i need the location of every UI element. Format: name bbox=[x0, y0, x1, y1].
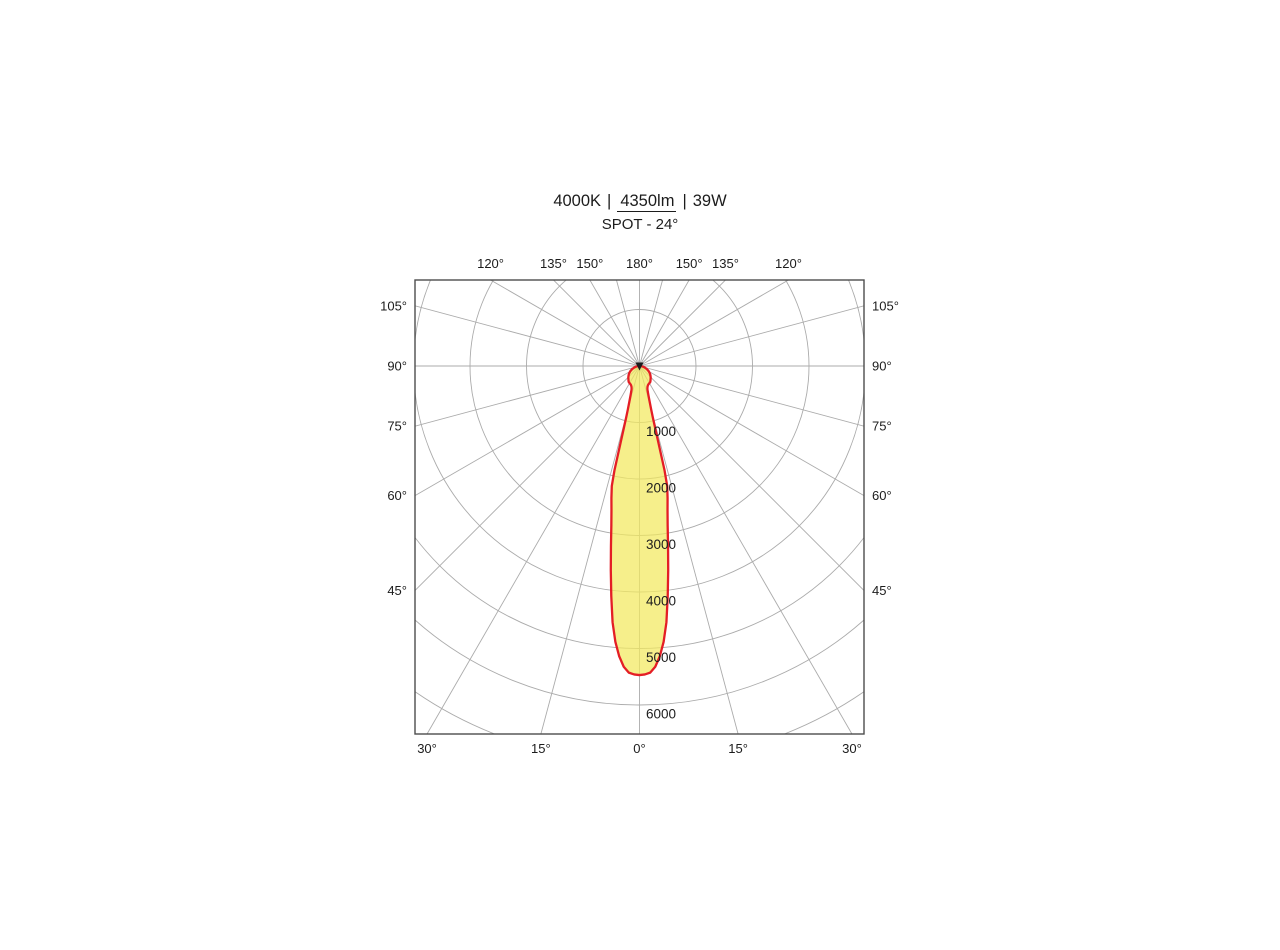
axis-label-top: 120° bbox=[477, 256, 504, 271]
grid-ray-30 bbox=[639, 365, 853, 734]
grid-ray-120 bbox=[639, 280, 790, 367]
title-cct: 4000K bbox=[553, 192, 602, 210]
radial-tick-label: 3000 bbox=[646, 537, 676, 552]
axis-label-left: 90° bbox=[387, 359, 407, 374]
axis-label-bottom: 0° bbox=[633, 741, 645, 756]
axis-label-top: 150° bbox=[576, 256, 603, 271]
grid-ray-225 bbox=[552, 280, 640, 367]
axis-label-right: 105° bbox=[872, 298, 899, 313]
grid-ray-150 bbox=[639, 280, 690, 367]
axis-label-top: 180° bbox=[626, 256, 653, 271]
chart-header: 4000K | 4350lm | 39W SPOT - 24° bbox=[0, 193, 1280, 232]
grid-ray-15 bbox=[639, 365, 739, 734]
radial-tick-label: 1000 bbox=[646, 424, 676, 439]
source-marker bbox=[635, 362, 644, 371]
axis-label-bottom: 30° bbox=[842, 741, 862, 756]
grid-ray-345 bbox=[540, 365, 640, 734]
axis-label-top: 120° bbox=[775, 256, 802, 271]
axis-label-top: 135° bbox=[712, 256, 739, 271]
axis-label-bottom: 30° bbox=[417, 741, 437, 756]
beam-subtitle: SPOT - 24° bbox=[601, 215, 679, 233]
grid-ray-255 bbox=[415, 305, 640, 367]
grid-ray-105 bbox=[639, 305, 864, 367]
axis-label-bottom: 15° bbox=[531, 741, 551, 756]
grid-ray-210 bbox=[589, 280, 640, 367]
grid-ray-195 bbox=[615, 280, 640, 367]
grid-ray-45 bbox=[639, 365, 864, 592]
radial-tick-labels: 1000 2000 3000 4000 5000 6000 bbox=[646, 424, 676, 722]
axis-label-top: 150° bbox=[676, 256, 703, 271]
axis-label-right: 90° bbox=[872, 359, 892, 374]
grid-ray-330 bbox=[426, 365, 640, 734]
grid-ray-300 bbox=[415, 365, 640, 497]
title-separator: | bbox=[682, 192, 687, 210]
axis-label-right: 75° bbox=[872, 419, 892, 434]
radial-tick-label: 6000 bbox=[646, 707, 676, 722]
title-separator: | bbox=[607, 192, 612, 210]
axis-label-left: 75° bbox=[387, 419, 407, 434]
axis-label-right: 60° bbox=[872, 488, 892, 503]
axis-label-left: 45° bbox=[387, 583, 407, 598]
axis-label-bottom: 15° bbox=[728, 741, 748, 756]
grid-ray-60 bbox=[639, 365, 864, 497]
title-lumens: 4350lm bbox=[617, 193, 677, 212]
grid-ray-135 bbox=[639, 280, 727, 367]
axis-label-left: 60° bbox=[387, 488, 407, 503]
axis-label-left: 105° bbox=[380, 298, 407, 313]
beam-intensity-curve bbox=[609, 364, 670, 677]
radial-tick-label: 2000 bbox=[646, 481, 676, 496]
radial-tick-label: 4000 bbox=[646, 594, 676, 609]
page-title: 4000K | 4350lm | 39W bbox=[0, 193, 1280, 212]
grid-ray-75 bbox=[639, 365, 864, 427]
angle-labels: 120° 135° 150° 180° 150° 135° 120° 30° 15° 0° 15° 3… bbox=[380, 256, 899, 756]
grid-ray-240 bbox=[489, 280, 640, 367]
grid-ray-285 bbox=[415, 365, 640, 427]
title-wattage: 39W bbox=[692, 192, 727, 210]
axis-label-top: 135° bbox=[540, 256, 567, 271]
grid-ray-315 bbox=[415, 365, 640, 592]
chart-frame bbox=[414, 279, 865, 735]
axis-label-right: 45° bbox=[872, 583, 892, 598]
grid-ray-165 bbox=[639, 280, 664, 367]
radial-tick-label: 5000 bbox=[646, 650, 676, 665]
